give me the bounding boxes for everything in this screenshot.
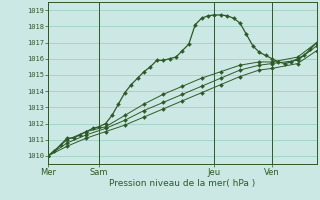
X-axis label: Pression niveau de la mer( hPa ): Pression niveau de la mer( hPa ) — [109, 179, 256, 188]
